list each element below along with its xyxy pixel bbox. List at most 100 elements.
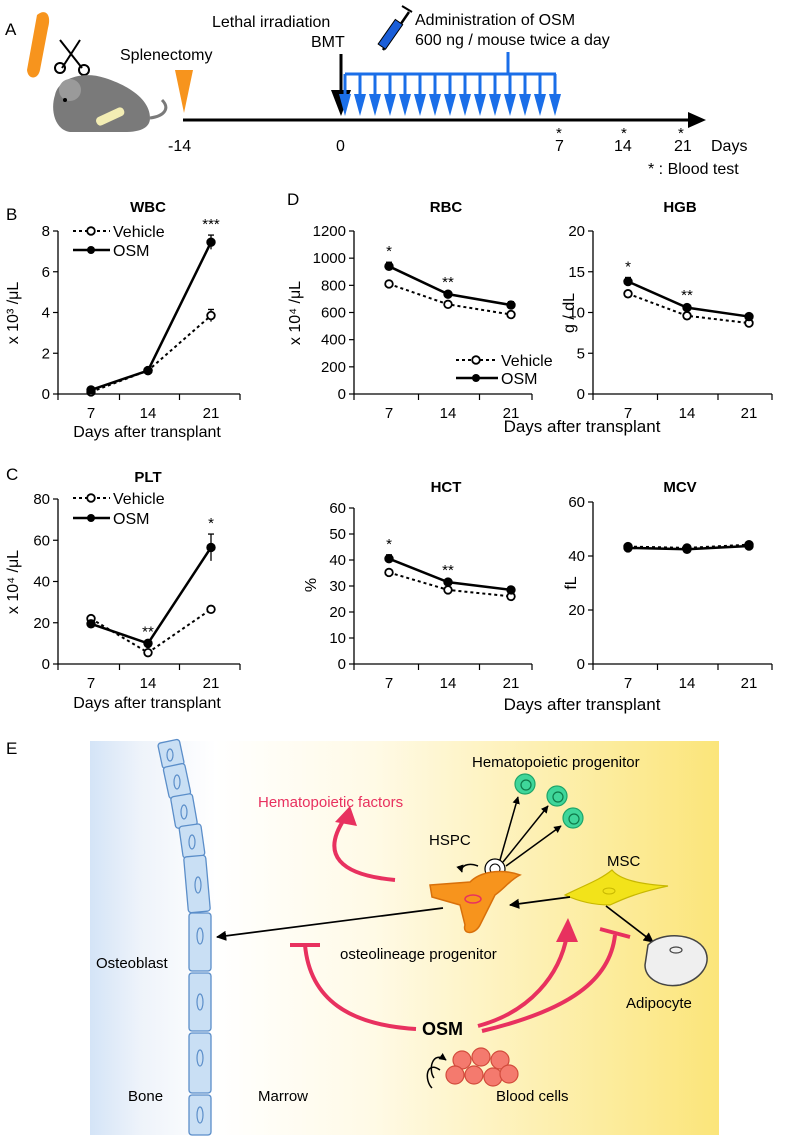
wbc-ytick-label: 8 [42, 223, 50, 240]
hct-ytick-label: 10 [329, 630, 346, 647]
panel-e-schematic: Osteoblast Bone Marrow Hematopoietic fac… [90, 738, 719, 1136]
hct-significance-marker: * [386, 536, 392, 553]
osm-dose-arrow [534, 94, 546, 116]
osm-dose-arrow [519, 94, 531, 116]
hgb-vehicle-point [623, 289, 633, 299]
wbc-osm-point [206, 237, 216, 247]
hct-ytick-label: 20 [329, 604, 346, 621]
blood-test-star-7: * [556, 125, 562, 142]
plt-ytick-label: 80 [33, 491, 50, 508]
blood-cell-arrow-2 [430, 1053, 447, 1079]
rbc-ytick-label: 200 [321, 359, 346, 376]
dose-label: 600 ng / mouse twice a day [415, 32, 610, 49]
bone-icon [96, 107, 125, 126]
mcv-chart: MCV fL 0 20 40 60 7 14 21 [563, 479, 773, 692]
rbc-ytick-label: 0 [338, 386, 346, 403]
rbc-osm-point [506, 300, 516, 310]
plt-ytick-label: 20 [33, 615, 50, 632]
hgb-xtick-label: 14 [679, 405, 696, 422]
rbc-vehicle-point [384, 279, 394, 289]
tick-label-14: 14 [614, 138, 632, 155]
marrow-label: Marrow [258, 1088, 308, 1105]
osm-activate-arrowhead [556, 918, 578, 942]
rbc-ytick-label: 400 [321, 332, 346, 349]
bone-label: Bone [128, 1088, 163, 1105]
hgb-title: HGB [663, 199, 697, 216]
wbc-legend-osm: OSM [113, 243, 149, 260]
plt-osm-point [206, 542, 216, 553]
mcv-osm-point [744, 541, 754, 551]
hct-vehicle-point [443, 585, 453, 595]
msc-to-adipocyte-arrow [605, 905, 654, 943]
plt-title: PLT [134, 469, 161, 486]
hgb-ytick-label: 10 [568, 305, 585, 322]
mcv-osm-point [623, 543, 633, 553]
wbc-chart: WBC x 10³ /μL 0 2 4 6 8 7 14 21 *** [5, 199, 241, 422]
mcv-xtick-label: 14 [679, 675, 696, 692]
wbc-legend: Vehicle OSM [73, 224, 165, 260]
osm-dose-arrow [474, 94, 486, 116]
blood-test-star-14: * [621, 125, 627, 142]
msc-to-osteo-arrow [508, 896, 571, 909]
wbc-ytick-label: 0 [42, 386, 50, 403]
hspc-label: HSPC [429, 832, 471, 849]
rbc-ytick-label: 1200 [313, 223, 346, 240]
wbc-osm-point [143, 365, 153, 376]
plt-xtick-label: 21 [203, 675, 220, 692]
hct-ytick-label: 30 [329, 578, 346, 595]
panel-a: A Splenectomy Lethal irradiation BMT [5, 5, 747, 178]
rbc-osm-point [443, 289, 453, 299]
rbc-xtick-label: 21 [503, 405, 520, 422]
mcv-ytick-label: 20 [568, 602, 585, 619]
mcv-ytick-label: 60 [568, 494, 585, 511]
hct-vehicle-point [384, 567, 394, 578]
tick-label-7: 7 [555, 138, 564, 155]
differentiation-arrows [499, 796, 562, 867]
osm-inhibits-adipogenesis [481, 934, 617, 1033]
spleen-icon [27, 12, 50, 78]
osm-label: OSM [422, 1019, 463, 1039]
osm-dose-arrow [429, 94, 441, 116]
syringe-icon [377, 5, 413, 51]
hct-significance-marker: ** [442, 562, 454, 579]
plt-vehicle-point [143, 647, 153, 658]
msc-cell [563, 869, 669, 906]
panel-label-b: B [6, 205, 17, 224]
hgb-ytick-label: 20 [568, 223, 585, 240]
d-bottom-xlabel: Days after transplant [504, 695, 661, 714]
hgb-ytick-label: 5 [577, 345, 585, 362]
mcv-ytick-label: 40 [568, 548, 585, 565]
osteoblast-nuclei [166, 748, 204, 1124]
hgb-ylabel: g / dL [561, 293, 578, 333]
mcv-vehicle-line [627, 543, 750, 549]
mcv-ytick-label: 0 [577, 656, 585, 673]
plt-ytick-label: 0 [42, 656, 50, 673]
plt-ylabel: x 10⁴ /μL [5, 550, 22, 614]
hematopoietic-progenitor-label: Hematopoietic progenitor [472, 754, 640, 771]
rbc-xtick-label: 7 [385, 405, 393, 422]
rbc-legend-osm: OSM [501, 371, 537, 388]
osm-dose-arrow [399, 94, 411, 116]
osteolineage-progenitor-cell [429, 870, 522, 934]
rbc-legend: Vehicle OSM [456, 353, 553, 388]
blood-test-legend: * : Blood test [648, 161, 739, 178]
wbc-xlabel: Days after transplant [73, 424, 221, 441]
panel-label-a: A [5, 20, 17, 39]
blood-cells-cluster [445, 1047, 519, 1087]
hct-ytick-label: 0 [338, 656, 346, 673]
hct-ytick-label: 50 [329, 526, 346, 543]
hgb-ytick-label: 15 [568, 264, 585, 281]
plt-ytick-label: 40 [33, 574, 50, 591]
osm-dose-arrow [444, 94, 456, 116]
osm-dose-arrow [354, 94, 366, 116]
rbc-title: RBC [430, 199, 463, 216]
adipocyte-cell [644, 935, 708, 987]
wbc-ytick-label: 6 [42, 264, 50, 281]
msc-label: MSC [607, 853, 641, 870]
osm-dose-arrow [504, 94, 516, 116]
plt-legend: Vehicle OSM [73, 491, 165, 528]
wbc-ytick-label: 4 [42, 305, 50, 322]
